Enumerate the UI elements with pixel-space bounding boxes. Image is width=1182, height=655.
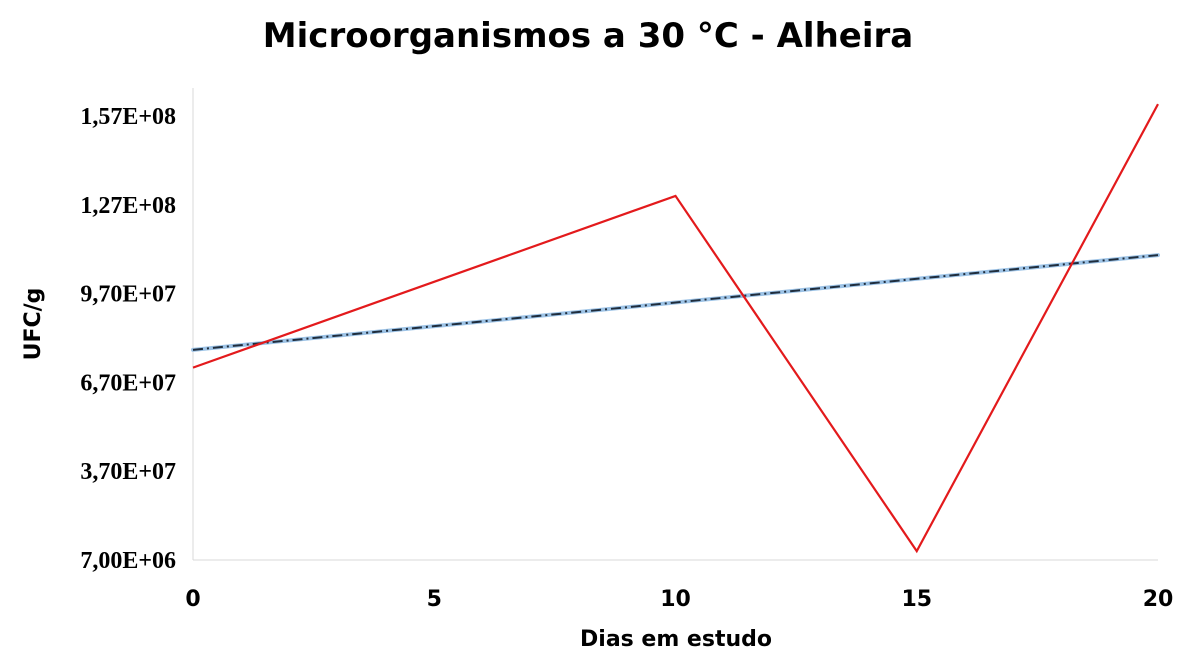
y-tick-label: 1,27E+08 <box>80 193 176 219</box>
y-tick-label: 7,00E+06 <box>80 548 176 574</box>
trendline <box>192 254 1159 351</box>
series-line <box>192 103 1159 554</box>
x-tick-label: 10 <box>660 587 691 612</box>
y-tick-label: 1,57E+08 <box>80 104 176 130</box>
y-axis-title: UFC/g <box>21 288 46 361</box>
y-tick-label: 9,70E+07 <box>80 282 176 308</box>
x-tick-label: 15 <box>901 587 932 612</box>
x-tick-label: 20 <box>1143 587 1174 612</box>
x-axis-ticks: 0 5 10 15 20 <box>185 587 1173 612</box>
chart-title: Microorganismos a 30 °C - Alheira <box>263 16 913 56</box>
series-group <box>191 103 1160 554</box>
y-axis-ticks: 7,00E+06 3,70E+07 6,70E+07 9,70E+07 1,27E+08… <box>80 104 176 574</box>
x-tick-label: 5 <box>427 587 442 612</box>
y-tick-label: 3,70E+07 <box>80 459 176 485</box>
y-tick-label: 6,70E+07 <box>80 370 176 396</box>
x-axis-title: Dias em estudo <box>580 627 772 652</box>
x-tick-label: 0 <box>185 587 200 612</box>
